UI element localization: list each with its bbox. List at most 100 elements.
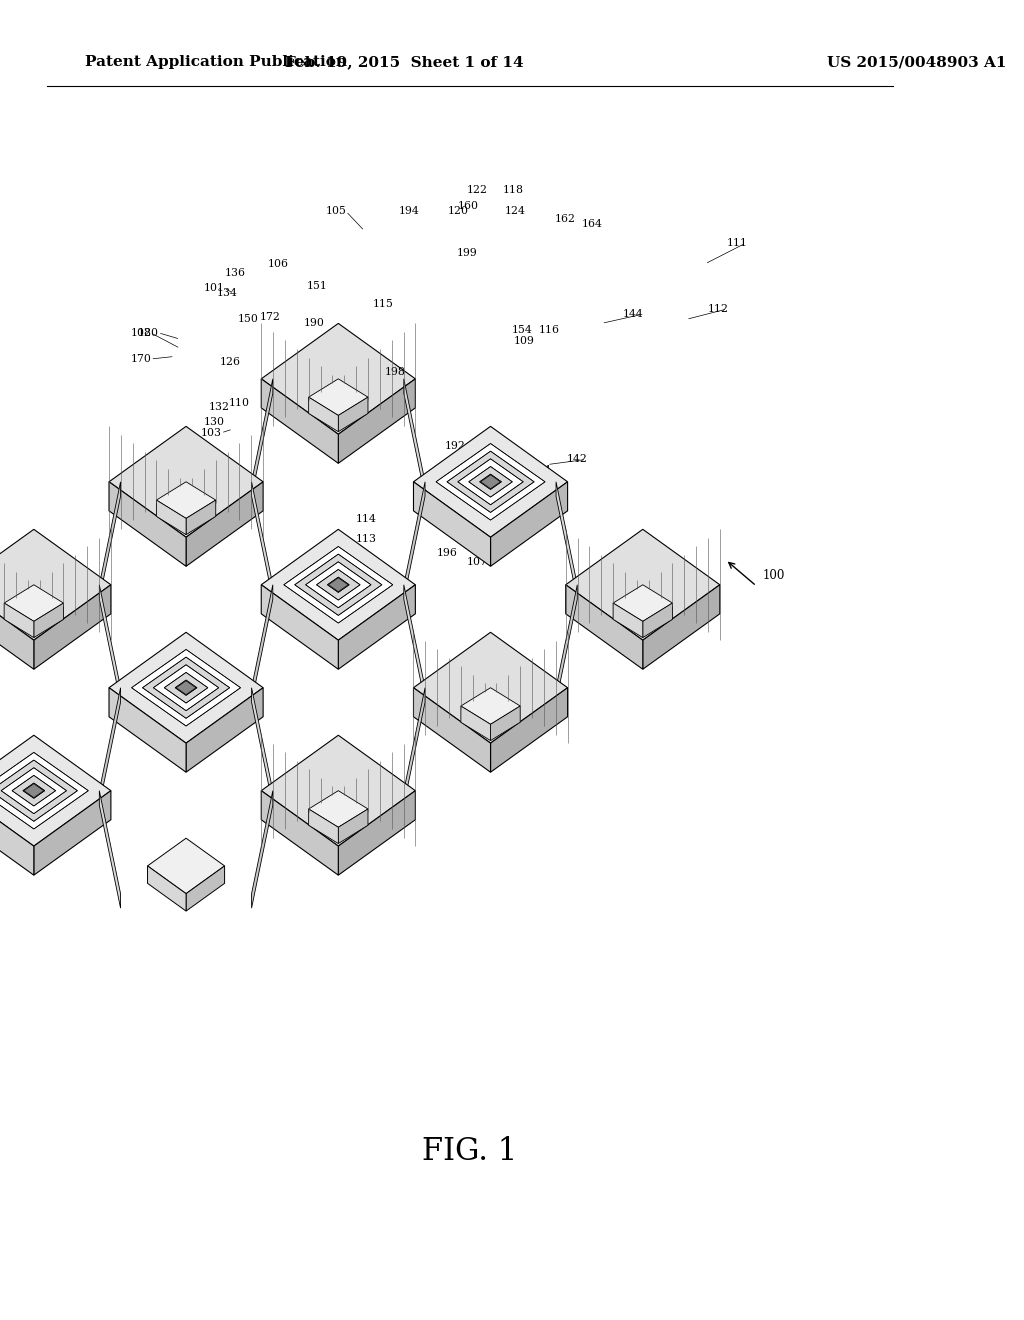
Polygon shape (308, 397, 338, 432)
Polygon shape (461, 688, 520, 725)
Text: 134: 134 (217, 288, 238, 298)
Polygon shape (0, 585, 34, 669)
Text: 115: 115 (373, 298, 394, 309)
Polygon shape (131, 649, 241, 726)
Polygon shape (403, 688, 425, 805)
Polygon shape (613, 603, 643, 638)
Polygon shape (186, 866, 224, 911)
Text: 154: 154 (512, 325, 532, 335)
Polygon shape (556, 482, 578, 599)
Polygon shape (414, 426, 567, 537)
Polygon shape (479, 474, 502, 490)
Text: 111: 111 (726, 238, 748, 248)
Text: 114: 114 (356, 513, 377, 524)
Polygon shape (34, 603, 63, 638)
Polygon shape (147, 866, 186, 911)
Polygon shape (252, 585, 272, 702)
Polygon shape (461, 706, 490, 741)
Polygon shape (403, 379, 425, 496)
Text: 106: 106 (267, 259, 289, 269)
Text: 192: 192 (444, 441, 465, 451)
Polygon shape (252, 688, 272, 805)
Text: 172: 172 (260, 312, 281, 322)
Polygon shape (643, 603, 673, 638)
Polygon shape (308, 379, 368, 416)
Polygon shape (23, 783, 45, 799)
Text: 110: 110 (229, 397, 250, 408)
Text: 132: 132 (209, 401, 229, 412)
Text: FIG. 1: FIG. 1 (422, 1135, 517, 1167)
Polygon shape (261, 585, 338, 669)
Polygon shape (261, 529, 416, 640)
Polygon shape (0, 791, 34, 875)
Polygon shape (109, 632, 263, 743)
Text: 109: 109 (514, 335, 535, 346)
Polygon shape (329, 578, 348, 591)
Text: 190: 190 (303, 318, 325, 329)
Polygon shape (99, 585, 121, 702)
Polygon shape (338, 791, 416, 875)
Polygon shape (157, 482, 216, 519)
Polygon shape (154, 665, 219, 710)
Polygon shape (252, 791, 272, 908)
Polygon shape (261, 323, 416, 434)
Text: 160: 160 (458, 201, 478, 211)
Polygon shape (109, 688, 186, 772)
Polygon shape (261, 379, 338, 463)
Polygon shape (261, 791, 338, 875)
Polygon shape (490, 688, 567, 772)
Text: 170: 170 (130, 354, 152, 364)
Polygon shape (99, 482, 121, 599)
Text: 103: 103 (201, 428, 222, 438)
Polygon shape (458, 459, 523, 504)
Polygon shape (0, 529, 111, 640)
Text: 126: 126 (220, 356, 241, 367)
Text: 120: 120 (449, 206, 469, 216)
Text: 100: 100 (763, 569, 785, 582)
Text: 122: 122 (467, 185, 487, 195)
Polygon shape (147, 838, 224, 894)
Text: 199: 199 (457, 248, 477, 259)
Polygon shape (446, 451, 535, 512)
Text: 124: 124 (505, 206, 525, 216)
Polygon shape (34, 585, 111, 669)
Text: Feb. 19, 2015  Sheet 1 of 14: Feb. 19, 2015 Sheet 1 of 14 (285, 55, 523, 70)
Polygon shape (613, 585, 673, 622)
Text: 151: 151 (307, 281, 328, 292)
Polygon shape (490, 706, 520, 741)
Text: 164: 164 (582, 219, 602, 230)
Polygon shape (308, 809, 338, 843)
Polygon shape (252, 379, 272, 496)
Polygon shape (176, 681, 196, 694)
Text: 107: 107 (467, 557, 487, 568)
Text: 138: 138 (519, 499, 541, 510)
Polygon shape (403, 482, 425, 599)
Polygon shape (4, 585, 63, 622)
Text: Patent Application Publication: Patent Application Publication (85, 55, 346, 70)
Polygon shape (565, 585, 643, 669)
Text: 140: 140 (536, 483, 556, 494)
Text: 180: 180 (138, 327, 159, 338)
Text: 102: 102 (130, 327, 152, 338)
Polygon shape (0, 760, 78, 821)
Text: 194: 194 (398, 206, 419, 216)
Text: 104: 104 (530, 465, 552, 475)
Text: 144: 144 (623, 309, 644, 319)
Text: 118: 118 (503, 185, 523, 195)
Polygon shape (403, 585, 425, 702)
Text: 108: 108 (495, 536, 516, 546)
Text: 112: 112 (708, 304, 728, 314)
Polygon shape (338, 379, 416, 463)
Polygon shape (469, 466, 512, 498)
Polygon shape (34, 791, 111, 875)
Polygon shape (328, 577, 349, 593)
Text: 113: 113 (356, 533, 377, 544)
Polygon shape (99, 791, 121, 908)
Polygon shape (99, 688, 121, 805)
Text: 136: 136 (224, 268, 246, 279)
Text: 198: 198 (384, 367, 406, 378)
Text: 162: 162 (555, 214, 577, 224)
Polygon shape (12, 775, 55, 807)
Polygon shape (186, 500, 216, 535)
Text: 152: 152 (505, 523, 525, 533)
